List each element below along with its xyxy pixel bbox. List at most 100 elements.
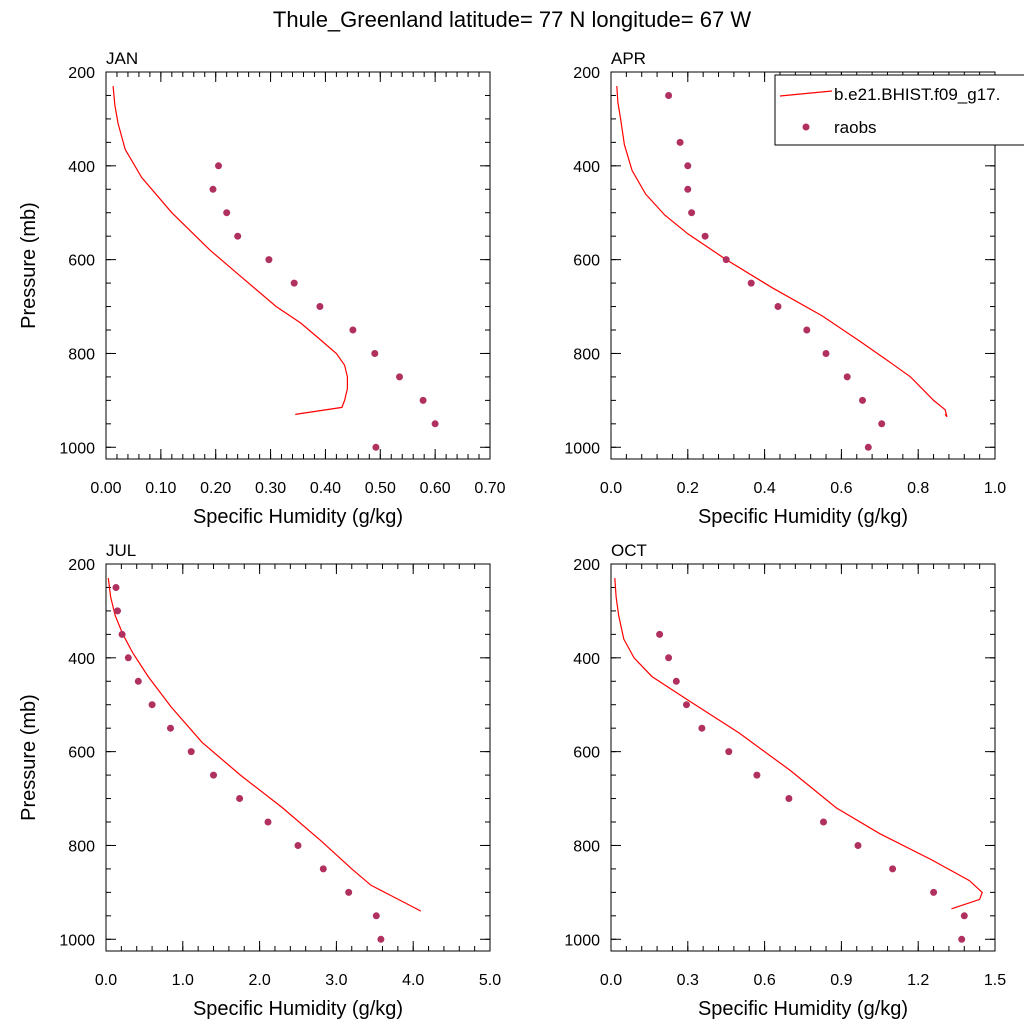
raobs-point [290, 279, 298, 287]
raobs-point [698, 724, 706, 732]
raobs-point [747, 279, 755, 287]
raobs-point [215, 162, 222, 170]
panel-jul: JUL 0.0 1.0 2.0 3.0 4.0 5.0 200 400 600 800 1000 Spe… [18, 541, 501, 1020]
panel-label: APR [611, 49, 646, 68]
raobs-point [803, 326, 811, 334]
x-tick-label: 0.20 [200, 480, 231, 497]
plot-frame [105, 71, 491, 460]
raobs-point [753, 771, 761, 779]
raobs-point [372, 443, 380, 451]
raobs-point [167, 724, 174, 732]
raobs-point [316, 303, 324, 310]
panel-label: JAN [106, 49, 138, 68]
y-tick-label: 800 [573, 346, 600, 363]
raobs-point [822, 350, 830, 357]
x-axis-title: Specific Humidity (g/kg) [193, 506, 403, 528]
y-tick-label: 1000 [59, 932, 95, 949]
raobs-point [114, 607, 121, 615]
y-tick-label: 200 [573, 65, 600, 82]
panel-apr: APR 0.0 0.2 0.4 0.6 0.8 1.0 200 400 600 800 1000 Spe… [564, 49, 1006, 528]
panel-jan: JAN 0.00 0.10 0.20 0.30 0.40 0.50 0.60 0.70 200 40… [18, 49, 506, 528]
raobs-point [722, 256, 730, 264]
y-axis-title: Pressure (mb) [18, 694, 40, 821]
legend-entry-raobs: raobs [834, 118, 877, 137]
figure-title: Thule_Greenland latitude= 77 N longitude… [273, 7, 751, 32]
y-tick-label: 400 [68, 159, 95, 176]
raobs-point [431, 420, 439, 428]
raobs-point [148, 701, 156, 709]
raobs-point [665, 654, 673, 662]
model-profile-line [112, 86, 348, 415]
x-tick-label: 0.9 [830, 972, 852, 989]
plot-frame [610, 71, 996, 460]
x-tick-label: 0.0 [600, 480, 622, 497]
plot-frame [105, 563, 491, 952]
raobs-point [656, 630, 664, 638]
y-tick-label: 600 [68, 745, 95, 762]
raobs-point [371, 350, 379, 357]
raobs-point [774, 303, 782, 310]
raobs-point [236, 795, 244, 802]
x-tick-label: 1.2 [907, 972, 929, 989]
raobs-point [864, 443, 872, 451]
y-tick-label: 400 [573, 651, 600, 668]
raobs-point [377, 935, 385, 943]
x-tick-label: 3.0 [325, 972, 347, 989]
raobs-point [725, 748, 733, 756]
x-tick-label: 0.60 [420, 480, 451, 497]
raobs-point [878, 420, 886, 428]
raobs-point [209, 185, 217, 193]
panel-oct: OCT 0.0 0.3 0.6 0.9 1.2 1.5 200 400 600 800 1000 Spe… [564, 541, 1006, 1020]
raobs-point [112, 584, 120, 591]
y-tick-label: 800 [68, 838, 95, 855]
y-tick-label: 600 [573, 745, 600, 762]
raobs-point [684, 185, 692, 193]
raobs-point [684, 162, 692, 170]
x-tick-label: 1.0 [172, 972, 194, 989]
x-tick-label: 0.30 [255, 480, 286, 497]
raobs-point [419, 396, 427, 404]
x-tick-label: 0.6 [830, 480, 852, 497]
y-tick-label: 600 [68, 253, 95, 270]
raobs-point [372, 912, 380, 920]
raobs-point [187, 748, 195, 756]
raobs-point [265, 256, 273, 264]
raobs-point [319, 865, 327, 873]
x-axis-title: Specific Humidity (g/kg) [193, 998, 403, 1020]
raobs-point [688, 209, 696, 217]
raobs-point [683, 701, 690, 709]
x-tick-label: 0.2 [677, 480, 699, 497]
x-tick-label: 0.0 [600, 972, 622, 989]
x-tick-label: 0.3 [677, 972, 699, 989]
raobs-point [820, 818, 827, 826]
raobs-point [958, 935, 966, 943]
x-tick-label: 0.00 [90, 480, 121, 497]
raobs-point [349, 326, 357, 334]
raobs-point [930, 888, 938, 896]
x-axis-title: Specific Humidity (g/kg) [698, 506, 908, 528]
legend: b.e21.BHIST.f09_g17.raobs [774, 74, 1024, 146]
raobs-point [960, 912, 968, 920]
raobs-point [676, 138, 684, 146]
raobs-point [889, 865, 897, 873]
x-axis-title: Specific Humidity (g/kg) [698, 998, 908, 1020]
raobs-point [854, 842, 862, 849]
raobs-point [294, 842, 302, 849]
raobs-point [396, 373, 403, 381]
raobs-point [124, 654, 132, 662]
y-tick-label: 200 [573, 557, 600, 574]
x-tick-label: 2.0 [248, 972, 270, 989]
x-tick-label: 0.8 [907, 480, 929, 497]
legend-marker-swatch [802, 123, 810, 131]
y-tick-label: 1000 [59, 440, 95, 457]
raobs-point [785, 795, 793, 802]
y-tick-label: 400 [68, 651, 95, 668]
legend-box [774, 74, 1024, 146]
x-tick-label: 0.10 [145, 480, 176, 497]
y-tick-label: 200 [68, 557, 95, 574]
y-tick-label: 800 [573, 838, 600, 855]
raobs-point [701, 232, 709, 240]
x-tick-label: 0.70 [474, 480, 505, 497]
raobs-point [210, 771, 217, 779]
